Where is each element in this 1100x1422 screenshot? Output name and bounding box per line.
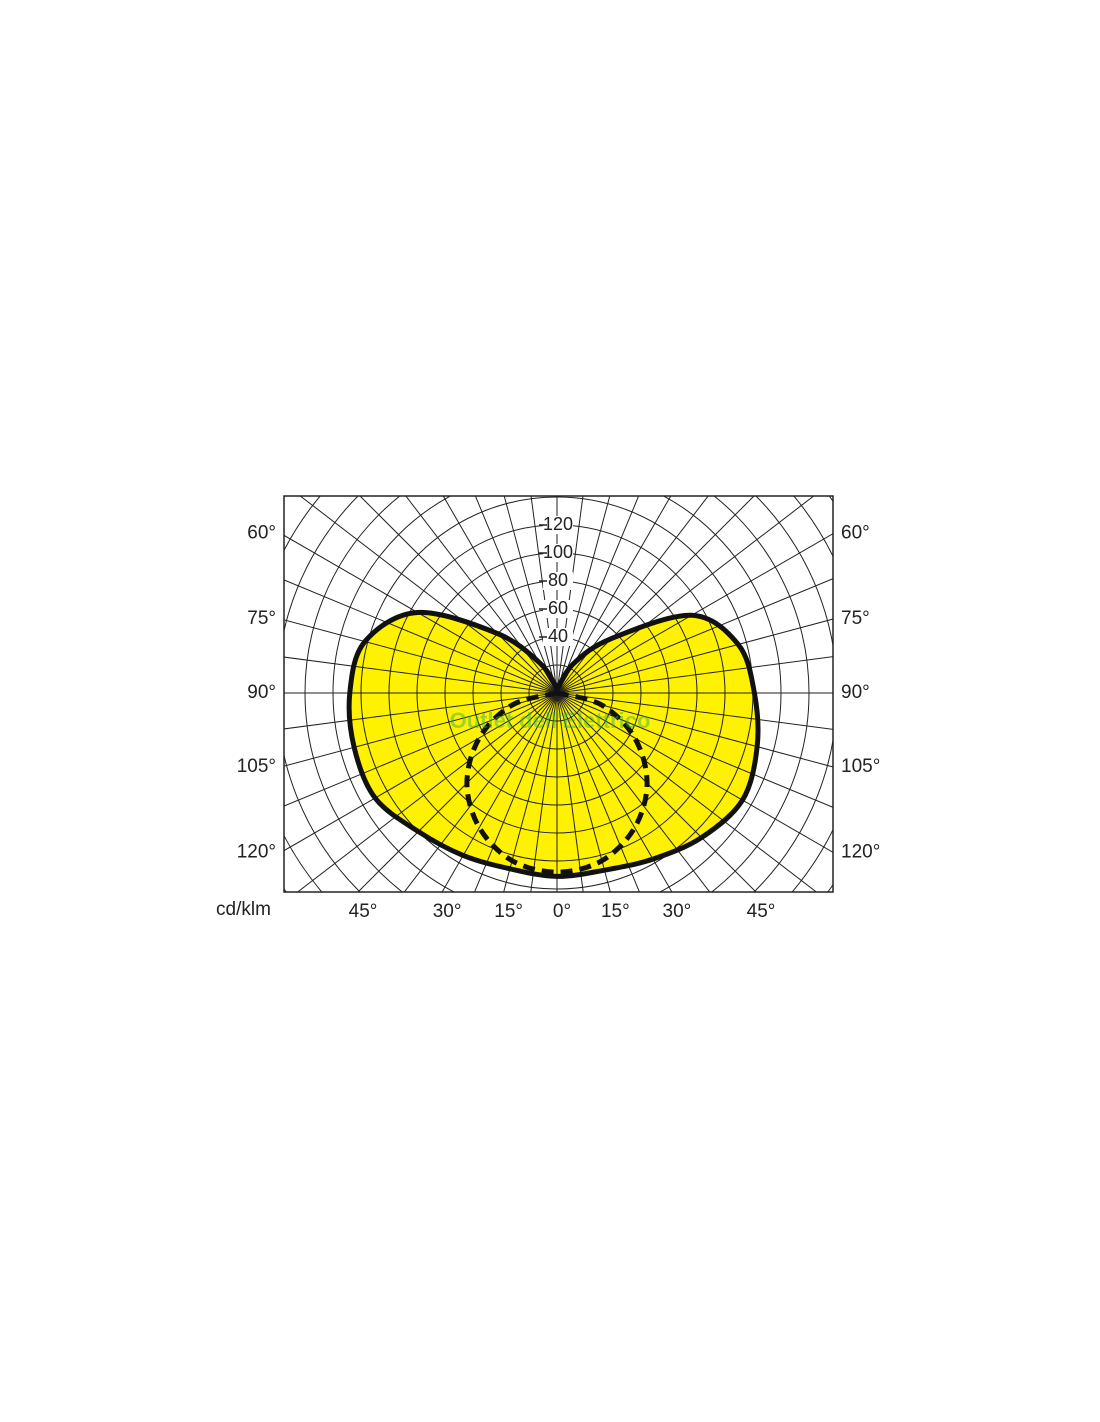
r-tick-bg [543,628,573,646]
grid-spoke [442,496,558,694]
bottom-angle-label: 45° [747,901,776,922]
grid-spoke [503,692,558,892]
grid-spoke [296,692,558,892]
grid-spoke [556,533,833,694]
left-angle-label: 120° [237,841,276,862]
left-angle-label: 60° [247,523,276,544]
right-angle-label: 90° [841,682,870,703]
grid-spoke [403,692,558,892]
r-tick-bg [543,516,573,534]
grid-spoke [556,578,833,694]
grid-spoke [556,496,672,694]
bottom-angle-label: 30° [663,901,692,922]
grid-spoke [284,692,558,807]
grid-spoke [503,496,558,694]
r-tick-label: 60 [548,598,568,618]
plot-frame [283,495,834,893]
grid-spoke [357,692,558,892]
grid-spoke [556,692,673,892]
grid-spoke [284,579,558,694]
r-tick-bg [543,544,573,562]
grid-spoke [299,496,558,694]
overlay: Outlet dell'Elettrico 40 60 80 100 120 120° 120… [237,514,881,922]
grid-spoke [284,619,558,694]
right-angle-label: 105° [841,756,880,777]
grid-spoke [556,692,833,768]
grid-spoke [556,692,757,892]
left-angle-label: 105° [237,756,276,777]
grid-spoke [556,692,584,892]
series-fill [349,612,759,877]
left-angle-label: 75° [247,608,276,629]
grid-spoke [556,496,815,694]
r-tick-label: 120 [543,514,573,534]
grid-spoke [556,692,818,892]
left-angle-label: 90° [247,682,276,703]
unit-label: cd/klm [216,899,271,920]
bottom-angle-label: 15° [494,901,523,922]
grid-spoke [284,692,558,852]
bottom-angle-label: 45° [349,901,378,922]
r-tick-label: 80 [548,570,568,590]
grid-spoke [556,692,711,892]
bottom-angle-label: 15° [601,901,630,922]
r-tick-bg [543,572,573,590]
right-angle-label: 75° [841,608,870,629]
series-line [346,609,761,879]
right-angle-label: 120° [841,841,880,862]
r-tick-label: 40 [548,626,568,646]
grid-spoke [556,692,833,808]
grid-spoke [284,656,558,694]
right-angle-label: 60° [841,523,870,544]
plot-area [284,496,833,892]
r-tick-bg [543,600,573,618]
grid-spoke [284,692,558,767]
watermark: Outlet dell'Elettrico [450,708,651,733]
grid-spoke [284,692,558,730]
grid-spoke [359,496,558,694]
grid-spoke [441,692,558,892]
bottom-angle-label: 30° [433,901,462,922]
r-tick-label: 100 [543,542,573,562]
grid-spoke [556,692,611,892]
grid-spoke [530,692,558,892]
grid-spoke [556,692,833,853]
grid-spoke [556,692,833,730]
grid-spoke [284,534,558,694]
grid-spoke [474,496,558,694]
grid-spoke [556,618,833,694]
grid-spoke [556,656,833,694]
bottom-angle-label: 0° [553,901,571,922]
grid-spoke [556,496,755,694]
grid-spoke [556,496,640,694]
